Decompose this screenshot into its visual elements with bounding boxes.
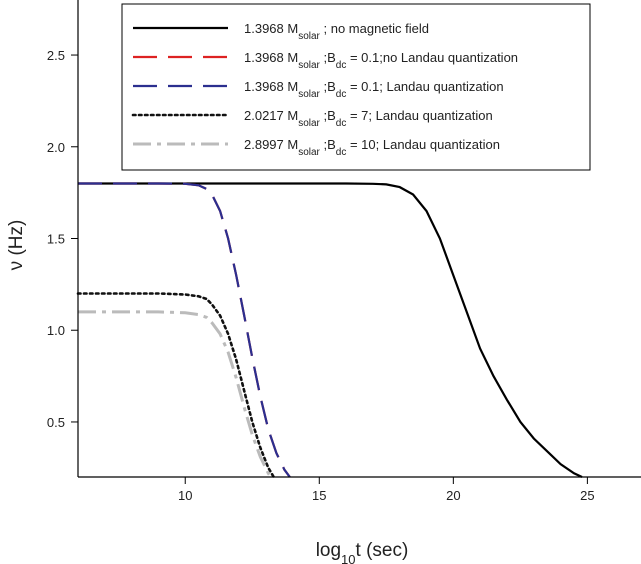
legend-box [121,3,591,171]
series-line-3 [78,182,291,478]
x-tick-label: 10 [178,488,192,503]
x-axis-title: log10t (sec) [316,540,409,564]
x-tick-label: 25 [580,488,594,503]
y-axis-title: ν (Hz) [6,220,27,271]
series-line-4 [76,292,275,479]
y-tick-label: 1.5 [47,232,65,247]
series-line-1 [78,182,583,478]
legend-label-4: 2.0217 Msolar ;Bdc = 7; Landau quantizat… [244,108,493,129]
y-tick-label: 0.5 [47,415,65,430]
legend-label-5: 2.8997 Msolar ;Bdc = 10; Landau quantiza… [244,137,500,158]
x-tick-label: 20 [446,488,460,503]
x-ticks: 10 15 20 25 [178,477,595,503]
legend: 1.3968 Msolar ; no magnetic field 1.3968 … [121,3,591,171]
legend-label-2: 1.3968 Msolar ;Bdc = 0.1;no Landau quant… [244,50,518,71]
legend-label-3: 1.3968 Msolar ;Bdc = 0.1; Landau quantiz… [244,79,504,100]
y-tick-label: 1.0 [47,323,65,338]
series-line-5 [78,310,273,478]
series-layer [76,182,583,479]
y-ticks: 0.5 1.0 1.5 2.0 2.5 [47,48,78,430]
legend-label-1: 1.3968 Msolar ; no magnetic field [244,21,429,42]
y-tick-label: 2.0 [47,140,65,155]
x-tick-label: 15 [312,488,326,503]
y-tick-label: 2.5 [47,48,65,63]
